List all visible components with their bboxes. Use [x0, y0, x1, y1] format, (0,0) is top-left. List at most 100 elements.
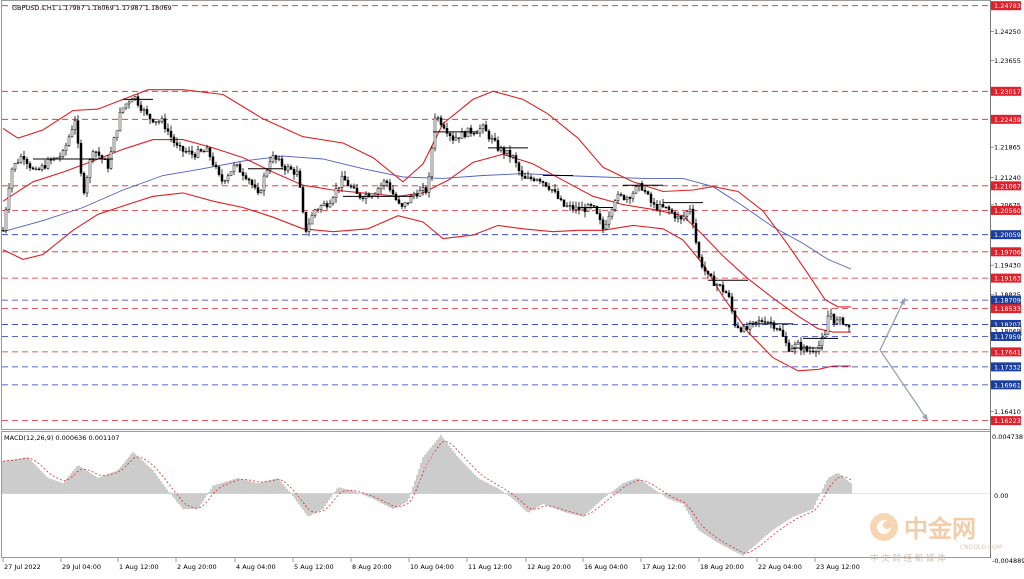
candle-body	[19, 156, 23, 163]
candle-body	[211, 156, 215, 166]
candle-body	[316, 209, 320, 211]
candle-body	[193, 154, 197, 158]
candle-body	[145, 109, 149, 115]
candle-body	[646, 191, 650, 195]
candle-body	[772, 322, 776, 329]
candle-body	[835, 319, 839, 324]
candle-body	[106, 158, 110, 169]
candle-body	[373, 193, 377, 197]
time-label: 27 Jul 2022	[4, 563, 41, 571]
candle-body	[133, 96, 137, 99]
candle-body	[388, 182, 392, 191]
candle-body	[514, 155, 518, 164]
candle-body	[319, 205, 323, 210]
candle-body	[181, 145, 185, 152]
bollinger-middle	[2, 139, 851, 333]
candle-body	[523, 175, 527, 179]
macd-axis-bottom: -0.004889	[992, 557, 1024, 565]
candle-body	[205, 147, 209, 153]
candle-body	[739, 327, 743, 332]
candle-body	[64, 145, 68, 151]
candle-body	[238, 164, 242, 173]
price-label: 1.21067	[994, 182, 1021, 190]
candle-body	[61, 150, 65, 157]
candle-body	[10, 168, 14, 189]
candle-body	[244, 175, 248, 180]
candle-body	[82, 172, 86, 194]
candle-body	[100, 155, 104, 160]
price-label: 1.21240	[994, 174, 1021, 182]
candle-body	[670, 209, 674, 213]
candle-body	[34, 168, 38, 170]
candle-body	[148, 113, 152, 120]
candle-body	[586, 204, 590, 212]
time-label: 5 Aug 12:00	[294, 563, 334, 571]
candle-body	[340, 175, 344, 188]
candle-body	[232, 164, 236, 172]
candle-body	[358, 193, 362, 199]
candle-body	[127, 101, 131, 105]
candle-body	[196, 149, 200, 158]
candle-body	[592, 205, 596, 207]
candle-body	[289, 166, 293, 170]
candle-body	[634, 186, 638, 194]
candle-body	[784, 336, 788, 344]
candle-body	[403, 202, 407, 207]
candle-body	[622, 194, 626, 200]
candle-body	[520, 170, 524, 177]
price-label: 1.17641	[994, 348, 1021, 356]
candle-body	[484, 124, 488, 132]
candle-body	[553, 189, 557, 192]
candle-body	[346, 180, 350, 187]
candle-body	[565, 205, 569, 207]
candle-body	[1, 230, 5, 232]
candle-body	[79, 143, 83, 174]
candle-body	[745, 326, 749, 330]
candle-body	[445, 128, 449, 134]
price-label: 1.16223	[994, 417, 1021, 425]
candle-body	[25, 159, 29, 164]
candle-body	[754, 321, 758, 324]
candle-body	[343, 175, 347, 181]
candle-body	[616, 194, 620, 201]
candle-body	[619, 194, 623, 196]
price-label: 1.16410	[994, 408, 1021, 416]
price-label: 1.19163	[994, 275, 1021, 283]
price-label: 1.17959	[994, 333, 1021, 341]
candle-body	[535, 178, 539, 181]
candle-body	[328, 203, 332, 208]
candle-body	[265, 169, 269, 177]
candle-body	[214, 164, 218, 168]
candle-body	[652, 202, 656, 205]
candle-body	[400, 203, 404, 207]
candle-body	[526, 176, 530, 179]
candle-body	[157, 121, 161, 123]
candle-body	[73, 120, 77, 130]
candle-body	[460, 131, 464, 139]
price-label: 1.20560	[994, 207, 1021, 215]
brand-cn: 中金网	[904, 515, 976, 543]
candle-body	[262, 175, 266, 191]
candle-body	[337, 187, 341, 189]
candle-body	[394, 193, 398, 201]
candle-body	[517, 162, 521, 172]
candle-body	[163, 118, 167, 129]
candle-body	[379, 185, 383, 190]
candle-body	[175, 142, 179, 146]
candle-body	[547, 186, 551, 190]
candle-body	[808, 350, 812, 353]
candle-body	[475, 132, 479, 135]
candle-body	[160, 118, 164, 122]
candle-body	[655, 203, 659, 211]
price-label-box	[991, 380, 1021, 390]
candle-body	[661, 204, 665, 208]
candle-body	[601, 219, 605, 230]
candle-body	[742, 326, 746, 332]
candle-body	[541, 180, 545, 183]
candle-body	[94, 151, 98, 153]
bollinger-lower	[2, 192, 851, 372]
price-label: 1.23655	[994, 57, 1021, 65]
candle-body	[46, 159, 50, 169]
